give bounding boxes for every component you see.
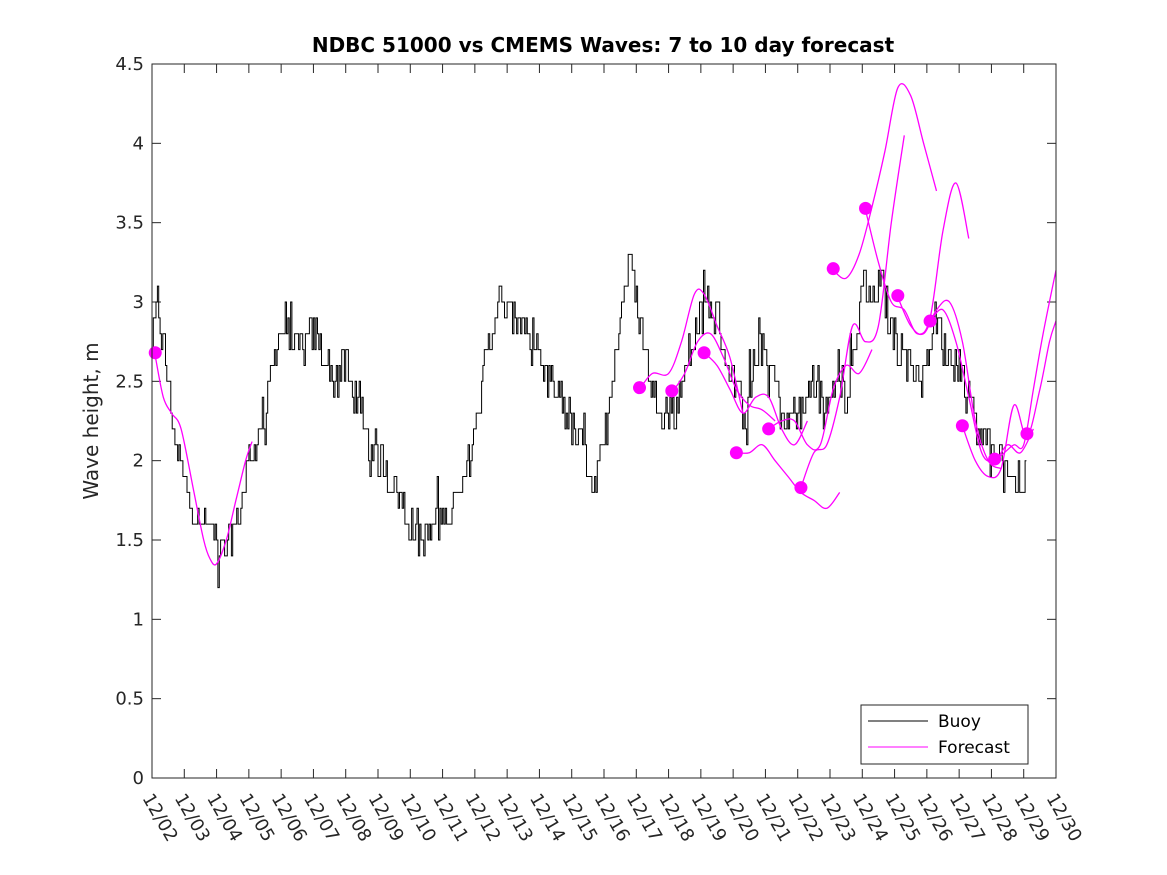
- forecast-series-line: [736, 444, 841, 510]
- forecast-marker: [988, 452, 1002, 466]
- forecast-series-line: [832, 83, 938, 280]
- forecast-series-line: [994, 270, 1057, 462]
- forecast-marker: [148, 346, 162, 360]
- forecast-marker: [794, 481, 808, 495]
- y-axis-label: Wave height, m: [79, 342, 103, 499]
- forecast-marker: [633, 381, 647, 395]
- chart-title: NDBC 51000 vs CMEMS Waves: 7 to 10 day f…: [312, 33, 895, 57]
- y-tick-label: 0.5: [115, 689, 144, 710]
- forecast-series-line: [671, 332, 776, 422]
- y-tick-label: 0: [133, 768, 144, 789]
- y-tick-label: 3.5: [115, 213, 144, 234]
- forecast-series-line: [864, 182, 970, 335]
- forecast-marker: [826, 262, 840, 276]
- legend-label-buoy: Buoy: [938, 712, 981, 732]
- forecast-series-line: [929, 308, 1034, 463]
- forecast-marker: [697, 346, 711, 360]
- forecast-series-line: [768, 349, 873, 451]
- y-tick-label: 4.5: [115, 54, 144, 75]
- y-tick-label: 1.5: [115, 530, 144, 551]
- forecast-series-line: [897, 296, 1002, 470]
- forecast-marker: [955, 419, 969, 433]
- forecast-series-line: [638, 288, 744, 414]
- forecast-marker: [1020, 427, 1034, 441]
- forecast-marker: [891, 289, 905, 303]
- forecast-series-line: [154, 355, 253, 566]
- y-tick-label: 1: [133, 609, 144, 630]
- forecast-marker: [859, 201, 873, 215]
- buoy-series-line: [152, 253, 1027, 589]
- y-tick-label: 2: [133, 451, 144, 472]
- forecast-series-line: [703, 352, 808, 446]
- legend-label-forecast: Forecast: [938, 738, 1010, 758]
- y-tick-label: 3: [133, 292, 144, 313]
- forecast-marker: [923, 314, 937, 328]
- forecast-series-line: [800, 135, 905, 488]
- forecast-series-line: [961, 320, 1057, 479]
- legend-box: [860, 704, 1029, 765]
- forecast-marker: [729, 446, 743, 460]
- forecast-marker: [665, 384, 679, 398]
- y-tick-label: 2.5: [115, 371, 144, 392]
- y-tick-label: 4: [133, 133, 144, 154]
- forecast-marker: [762, 422, 776, 436]
- plot-frame: [151, 63, 1057, 779]
- plot-area: [152, 64, 1056, 778]
- y-tick-labels: 0 0.5 1 1.5 2 2.5 3 3.5 4 4.5: [115, 54, 144, 789]
- legend: Buoy Forecast: [860, 704, 1029, 765]
- plot-series: [148, 83, 1057, 589]
